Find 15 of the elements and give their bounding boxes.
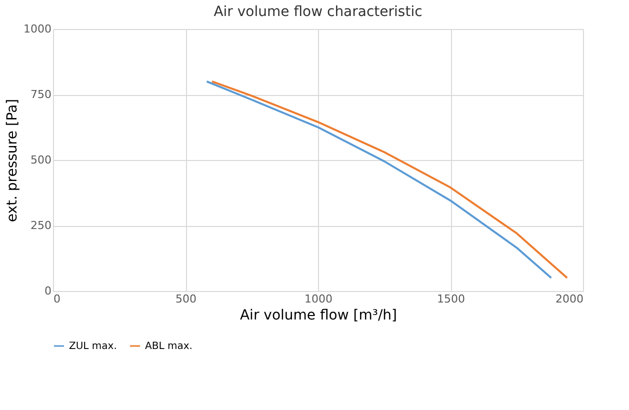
y-tick-label: 1000 (24, 22, 52, 36)
y-tick-label: 0 (44, 284, 52, 298)
x-tick-label: 1000 (304, 292, 332, 306)
x-tick-label: 500 (176, 292, 196, 306)
x-axis-title: Air volume flow [m³/h] (240, 308, 398, 324)
y-tick-label: 750 (30, 88, 52, 101)
legend-label: ZUL max. (69, 341, 117, 352)
y-tick-label: 500 (30, 154, 52, 166)
y-tick-label: 250 (30, 219, 52, 232)
x-tick-label: 0 (54, 292, 60, 306)
x-tick-label: 1500 (437, 292, 465, 306)
legend-label: ABL max. (145, 341, 192, 352)
chart-title: Air volume flow characteristic (214, 4, 422, 20)
x-tick-label: 2000 (556, 292, 584, 306)
y-axis-title: ext. pressure [Pa] (4, 98, 21, 222)
